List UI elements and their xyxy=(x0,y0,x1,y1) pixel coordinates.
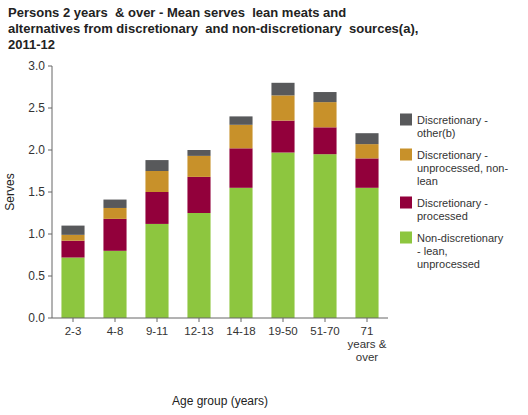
bar-segment xyxy=(145,160,168,171)
bar-segment xyxy=(313,92,336,102)
bar-segment xyxy=(103,251,126,318)
bar-segment xyxy=(313,154,336,318)
bar-segment xyxy=(229,116,252,124)
bar-segment xyxy=(355,144,378,158)
x-tick xyxy=(157,318,158,322)
y-tick-label: 2.0 xyxy=(28,143,45,157)
x-axis-label: Age group (years) xyxy=(172,394,268,408)
x-tick-label: 12-13 xyxy=(184,325,213,337)
bar-segment xyxy=(103,219,126,251)
bar-segment xyxy=(355,188,378,318)
bar-segment xyxy=(229,125,252,149)
bar-segment xyxy=(355,133,378,144)
y-tick xyxy=(48,108,52,109)
bar-segment xyxy=(313,102,336,127)
legend-label: Discretionary -processed xyxy=(417,197,488,222)
y-tick xyxy=(48,318,52,319)
bar-segment xyxy=(61,235,84,241)
y-axis: 0.0 0.5 1.0 1.5 2.0 2.5 3.0 xyxy=(28,59,52,325)
bar-segment xyxy=(355,158,378,187)
y-tick-label: 2.5 xyxy=(28,101,45,115)
legend-swatch xyxy=(400,114,412,126)
bar-segment xyxy=(145,224,168,318)
legend-swatch xyxy=(400,149,412,161)
x-tick-label: 71years &over xyxy=(348,325,387,363)
x-tick xyxy=(199,318,200,322)
x-tick xyxy=(325,318,326,322)
x-tick-label: 14-18 xyxy=(226,325,255,337)
y-tick xyxy=(48,192,52,193)
bar-segment xyxy=(61,241,84,258)
x-tick-label: 9-11 xyxy=(146,325,168,337)
bar-segment xyxy=(271,83,294,96)
x-tick-label: 51-70 xyxy=(310,325,339,337)
y-tick xyxy=(48,276,52,277)
bar-segment xyxy=(187,177,210,213)
x-axis-line xyxy=(52,318,388,319)
y-tick-label: 3.0 xyxy=(28,59,45,73)
legend-label: Non-discretionary- lean,unprocessed xyxy=(417,232,504,270)
y-tick xyxy=(48,150,52,151)
bar-segment xyxy=(187,150,210,156)
bar-segment xyxy=(313,127,336,154)
bar-segment xyxy=(187,213,210,318)
y-tick-label: 1.5 xyxy=(28,185,45,199)
y-axis-label: Serves xyxy=(3,173,17,210)
bar-segment xyxy=(145,192,168,224)
x-tick-label: 2-3 xyxy=(65,325,82,337)
bar-segment xyxy=(61,258,84,318)
x-tick xyxy=(283,318,284,322)
x-tick-label: 4-8 xyxy=(107,325,124,337)
x-axis: 2-3 4-8 9-11 12-13 14-18 19-50 51-70 71years &o… xyxy=(65,318,387,363)
legend-swatch xyxy=(400,232,412,244)
y-tick-label: 0.0 xyxy=(28,311,45,325)
y-tick xyxy=(48,66,52,67)
title: Persons 2 years & over - Mean serves lea… xyxy=(8,5,418,52)
legend: Discretionary -other(b) Discretionary -un… xyxy=(400,114,508,270)
bar-segment xyxy=(103,200,126,208)
y-tick-label: 0.5 xyxy=(28,269,45,283)
bar-segment xyxy=(271,153,294,318)
x-tick xyxy=(73,318,74,322)
bar-segment xyxy=(187,156,210,177)
y-tick-label: 1.0 xyxy=(28,227,45,241)
bar-segment xyxy=(271,121,294,153)
bar-segment xyxy=(271,95,294,120)
y-tick xyxy=(48,234,52,235)
y-axis-line xyxy=(52,66,53,318)
bar-segment xyxy=(103,208,126,219)
bar-segment xyxy=(145,171,168,192)
bar-segment xyxy=(61,226,84,235)
bar-segment xyxy=(229,148,252,187)
bar-segment xyxy=(229,188,252,318)
legend-label: Discretionary -unprocessed, non-lean xyxy=(417,149,508,187)
x-tick xyxy=(241,318,242,322)
legend-swatch xyxy=(400,197,412,209)
chart: Persons 2 years & over - Mean serves lea… xyxy=(0,0,528,415)
legend-label: Discretionary -other(b) xyxy=(417,114,488,139)
x-tick xyxy=(367,318,368,322)
bars xyxy=(61,83,378,318)
x-tick xyxy=(115,318,116,322)
x-tick-label: 19-50 xyxy=(268,325,297,337)
